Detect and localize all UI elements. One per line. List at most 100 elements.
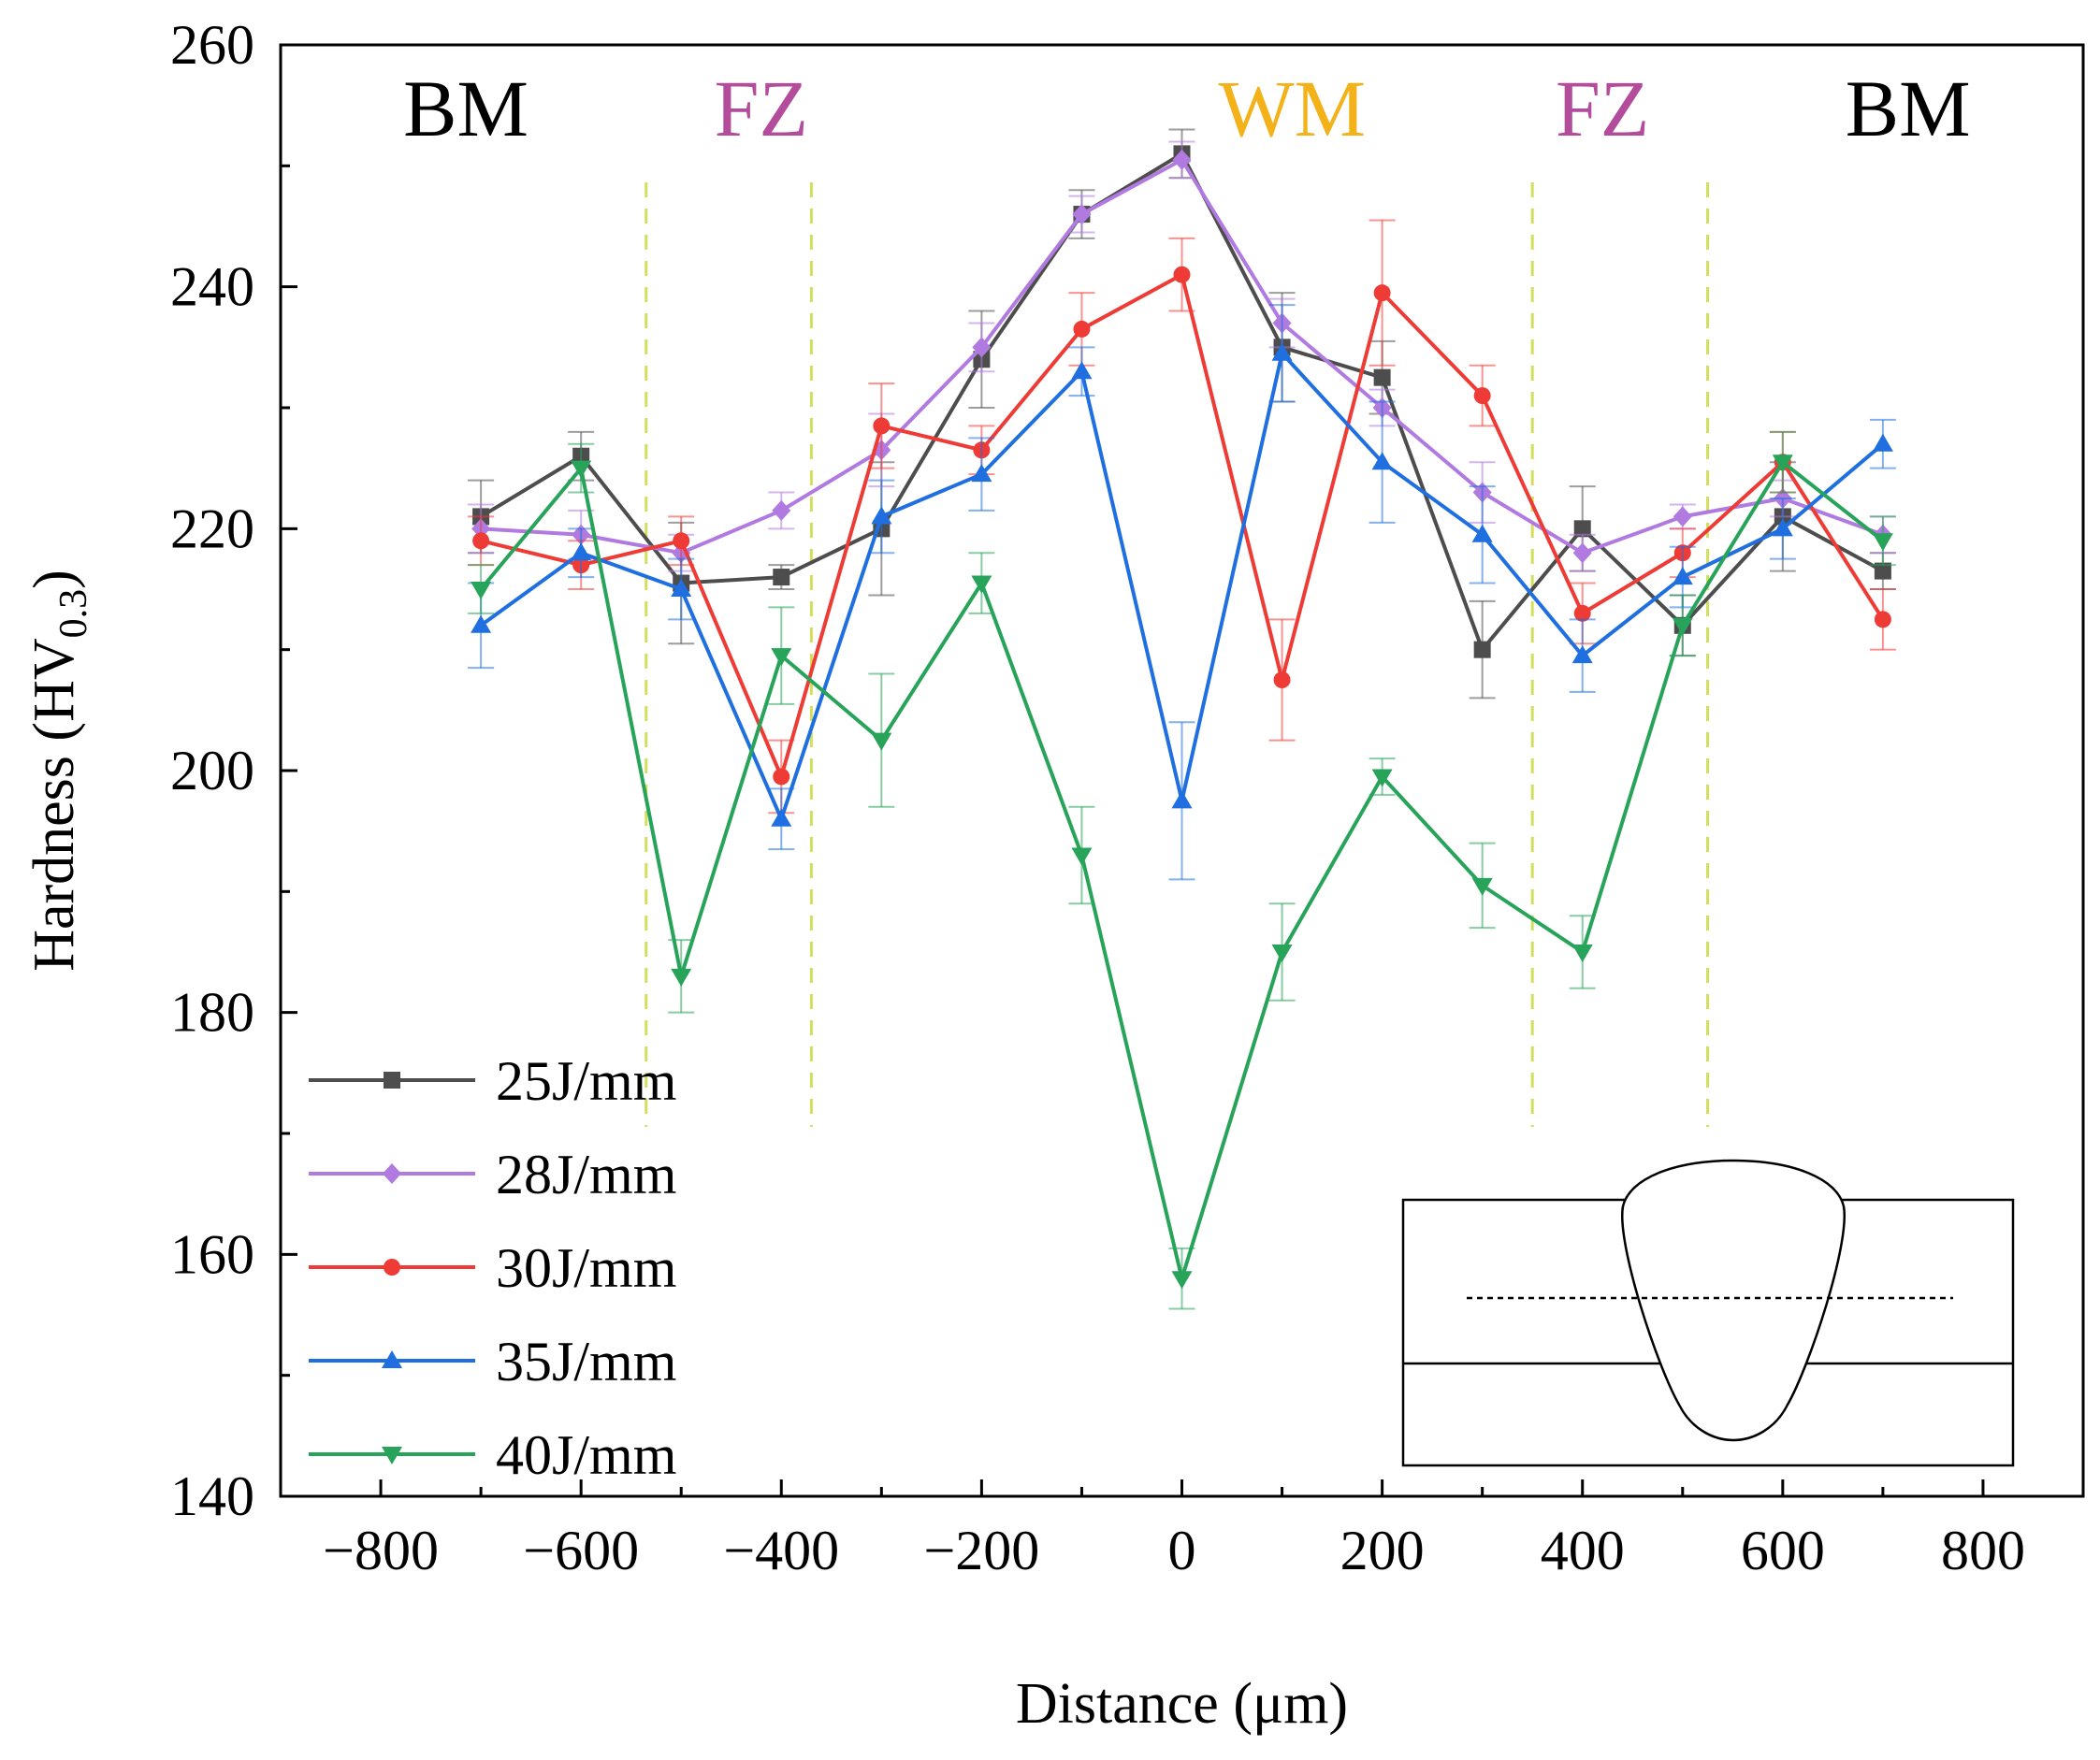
region-label: WM	[1218, 64, 1366, 153]
legend-marker	[384, 1259, 400, 1276]
data-point	[571, 542, 592, 561]
data-point	[873, 417, 891, 435]
data-point	[472, 532, 490, 550]
legend-item: 25J/mm	[309, 1050, 676, 1112]
legend-item: 35J/mm	[309, 1331, 676, 1392]
data-point	[1874, 611, 1891, 628]
y-tick-label: 140	[170, 1465, 254, 1527]
data-point	[1073, 320, 1091, 338]
data-point	[1473, 641, 1491, 658]
region-label: FZ	[1556, 64, 1649, 153]
series-line	[480, 151, 1884, 652]
data-point	[471, 614, 492, 633]
data-point	[773, 768, 790, 786]
data-point	[1171, 790, 1193, 809]
x-tick-label: −800	[323, 1520, 439, 1581]
data-point	[772, 499, 791, 521]
axis-tick-labels: 140 160 180 200 220 240 260 −800 −600 −400 −200 0 20…	[170, 14, 2025, 1581]
y-tick-label: 200	[170, 740, 254, 801]
region-boundary-lines	[644, 182, 1710, 1127]
data-point	[1173, 266, 1191, 283]
data-point	[1171, 1271, 1193, 1290]
x-tick-label: 0	[1168, 1520, 1196, 1581]
data-point	[1271, 945, 1293, 962]
data-point	[1071, 361, 1093, 380]
weld-cross-section-inset	[1401, 1159, 2015, 1467]
legend-item: 40J/mm	[309, 1424, 676, 1486]
y-tick-label: 220	[170, 498, 254, 559]
data-point	[773, 569, 790, 586]
data-point	[571, 460, 592, 479]
data-point	[1371, 769, 1393, 787]
data-point	[1471, 524, 1493, 542]
data-point	[971, 464, 992, 483]
data-point	[1072, 204, 1092, 225]
series-35J/mm	[468, 304, 1896, 881]
data-point	[671, 579, 692, 597]
region-label: BM	[1846, 64, 1971, 153]
data-point	[1571, 945, 1593, 962]
region-label: BM	[403, 64, 529, 153]
series-line	[480, 157, 1884, 555]
x-tick-label: −600	[523, 1520, 639, 1581]
legend-item: 30J/mm	[309, 1237, 676, 1299]
y-tick-label: 180	[170, 982, 254, 1044]
data-point	[471, 582, 492, 599]
data-point	[1874, 562, 1891, 580]
data-point	[1573, 520, 1591, 538]
series-40J/mm	[468, 430, 1896, 1310]
legend: 25J/mm 28J/mm 30J/mm 35J/mm 40J/mm	[309, 1050, 676, 1486]
data-point	[1371, 452, 1393, 470]
x-tick-label: 600	[1741, 1520, 1825, 1581]
data-point	[1672, 617, 1693, 636]
data-point	[1571, 645, 1593, 664]
legend-marker	[383, 1163, 401, 1184]
y-axis-title: Hardness (HV0.3)	[22, 570, 95, 972]
y-tick-label: 260	[170, 14, 254, 76]
data-point	[1772, 454, 1793, 473]
x-tick-label: 200	[1340, 1520, 1425, 1581]
data-point	[771, 808, 792, 827]
legend-item: 28J/mm	[309, 1144, 676, 1205]
data-point	[671, 968, 692, 987]
data-point	[771, 648, 792, 667]
data-point	[972, 337, 992, 358]
legend-label: 28J/mm	[496, 1144, 676, 1205]
legend-label: 35J/mm	[496, 1331, 676, 1392]
data-point	[1872, 533, 1893, 552]
data-point	[1672, 567, 1693, 585]
series-line	[480, 272, 1885, 779]
y-axis-title-close: )	[22, 570, 86, 589]
region-label: FZ	[715, 64, 808, 153]
data-point	[1772, 518, 1793, 537]
data-point	[1373, 284, 1391, 302]
inset-weld-bead	[1621, 1159, 1846, 1442]
legend-label: 25J/mm	[496, 1050, 676, 1112]
data-point	[1373, 368, 1391, 386]
data-point	[871, 732, 892, 751]
y-tick-label: 240	[170, 256, 254, 318]
data-point	[1071, 847, 1093, 866]
y-tick-label: 160	[170, 1223, 254, 1285]
x-axis-title: Distance (μm)	[1016, 1672, 1348, 1736]
data-point	[1872, 433, 1893, 452]
data-point	[1172, 149, 1192, 170]
data-point	[1572, 542, 1592, 564]
data-point	[871, 506, 892, 525]
series-layer	[468, 128, 1896, 1310]
legend-label: 30J/mm	[496, 1237, 676, 1299]
axis-ticks	[281, 43, 1985, 1498]
y-axis-title-subscript: 0.3	[52, 589, 95, 639]
legend-marker	[382, 1350, 402, 1368]
data-point	[1573, 604, 1591, 622]
legend-label: 40J/mm	[496, 1424, 676, 1486]
series-28J/mm	[468, 140, 1896, 572]
data-point	[1273, 671, 1291, 688]
data-point	[673, 532, 690, 550]
data-point	[1473, 387, 1491, 405]
y-axis-title-main: Hardness (HV	[22, 638, 86, 972]
data-point	[1673, 506, 1692, 527]
x-tick-label: −400	[723, 1520, 839, 1581]
legend-marker	[382, 1447, 402, 1464]
